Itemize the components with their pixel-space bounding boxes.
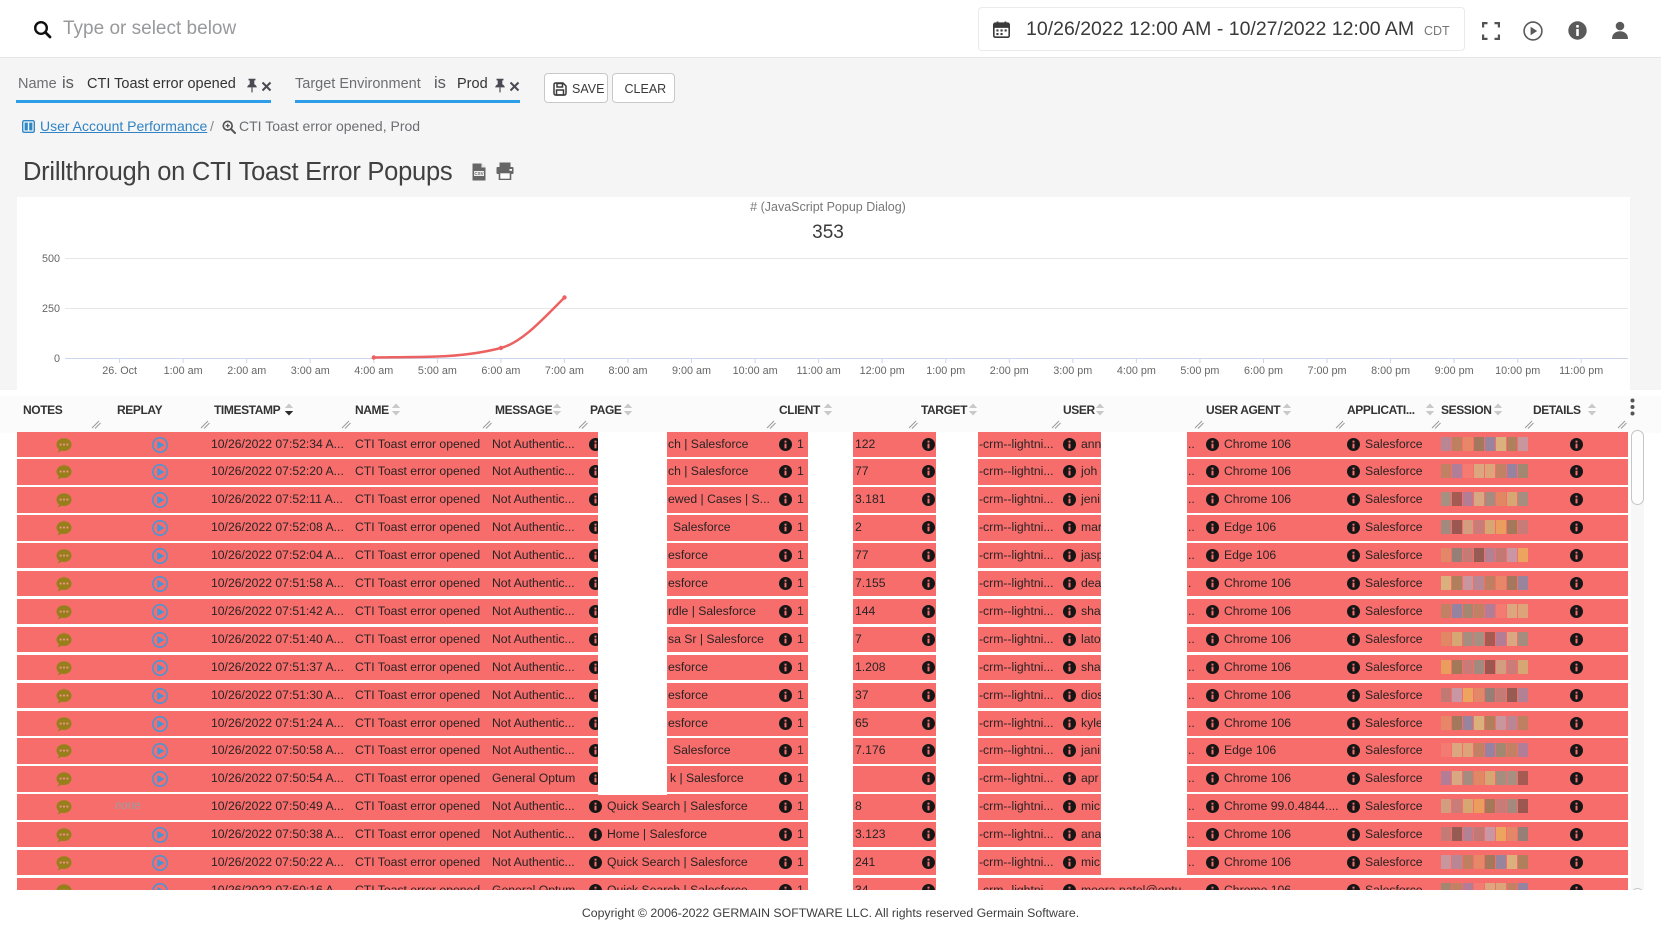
- svg-text:11:00 pm: 11:00 pm: [1559, 365, 1603, 377]
- svg-text:CSV: CSV: [474, 171, 483, 176]
- svg-text:4:00 am: 4:00 am: [354, 365, 393, 377]
- svg-text:1:00 am: 1:00 am: [164, 365, 203, 377]
- svg-text:5:00 pm: 5:00 pm: [1180, 365, 1219, 377]
- svg-text:8:00 pm: 8:00 pm: [1371, 365, 1410, 377]
- svg-text:8:00 am: 8:00 am: [608, 365, 647, 377]
- svg-text:# (JavaScript Popup Dialog): # (JavaScript Popup Dialog): [750, 200, 906, 214]
- svg-text:4:00 pm: 4:00 pm: [1117, 365, 1156, 377]
- svg-text:7:00 pm: 7:00 pm: [1307, 365, 1346, 377]
- svg-text:353: 353: [812, 222, 844, 243]
- svg-text:12:00 pm: 12:00 pm: [860, 365, 905, 377]
- svg-text:500: 500: [42, 253, 60, 265]
- svg-text:250: 250: [42, 303, 60, 315]
- svg-text:3:00 am: 3:00 am: [291, 365, 330, 377]
- svg-text:10:00 pm: 10:00 pm: [1495, 365, 1540, 377]
- svg-text:6:00 pm: 6:00 pm: [1244, 365, 1283, 377]
- svg-text:9:00 am: 9:00 am: [672, 365, 711, 377]
- svg-text:11:00 am: 11:00 am: [796, 365, 840, 377]
- svg-text:2:00 pm: 2:00 pm: [990, 365, 1029, 377]
- svg-text:3:00 pm: 3:00 pm: [1053, 365, 1092, 377]
- svg-text:26. Oct: 26. Oct: [102, 365, 137, 377]
- svg-text:10:00 am: 10:00 am: [733, 365, 778, 377]
- svg-text:9:00 pm: 9:00 pm: [1435, 365, 1474, 377]
- svg-text:5:00 am: 5:00 am: [418, 365, 457, 377]
- svg-text:6:00 am: 6:00 am: [481, 365, 520, 377]
- svg-text:2:00 am: 2:00 am: [227, 365, 266, 377]
- svg-text:7:00 am: 7:00 am: [545, 365, 584, 377]
- svg-text:1:00 pm: 1:00 pm: [926, 365, 965, 377]
- svg-text:0: 0: [54, 353, 60, 365]
